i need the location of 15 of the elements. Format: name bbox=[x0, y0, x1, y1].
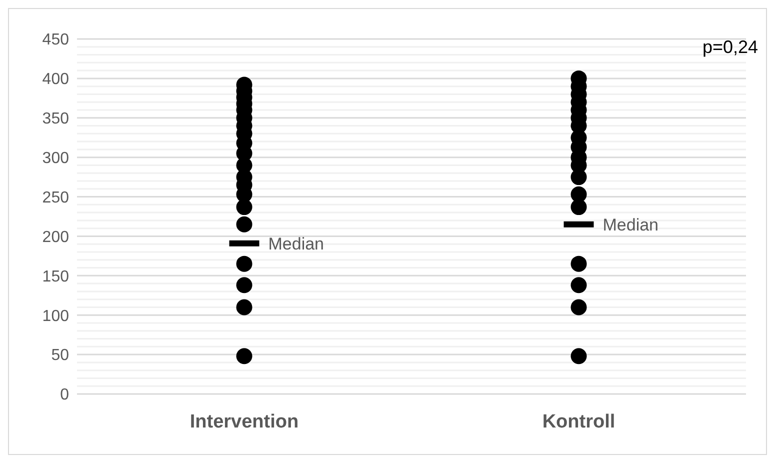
y-tick-label: 100 bbox=[42, 308, 70, 325]
x-tick-label: Intervention bbox=[190, 411, 299, 432]
y-tick-label: 250 bbox=[42, 189, 70, 206]
y-tick-label: 0 bbox=[60, 386, 70, 404]
x-tick-label: Kontroll bbox=[542, 411, 616, 432]
y-tick-label: 200 bbox=[42, 228, 70, 246]
annotation: p=0,24 bbox=[702, 37, 758, 58]
y-tick-label: 300 bbox=[42, 150, 70, 168]
annotation: Median bbox=[268, 234, 324, 254]
y-tick-label: 350 bbox=[42, 110, 70, 128]
y-tick-label: 50 bbox=[51, 347, 70, 364]
y-tick-label: 150 bbox=[42, 268, 70, 286]
y-tick-label: 400 bbox=[42, 71, 70, 88]
annotation: Median bbox=[602, 215, 659, 234]
y-tick-label: 450 bbox=[42, 32, 70, 49]
